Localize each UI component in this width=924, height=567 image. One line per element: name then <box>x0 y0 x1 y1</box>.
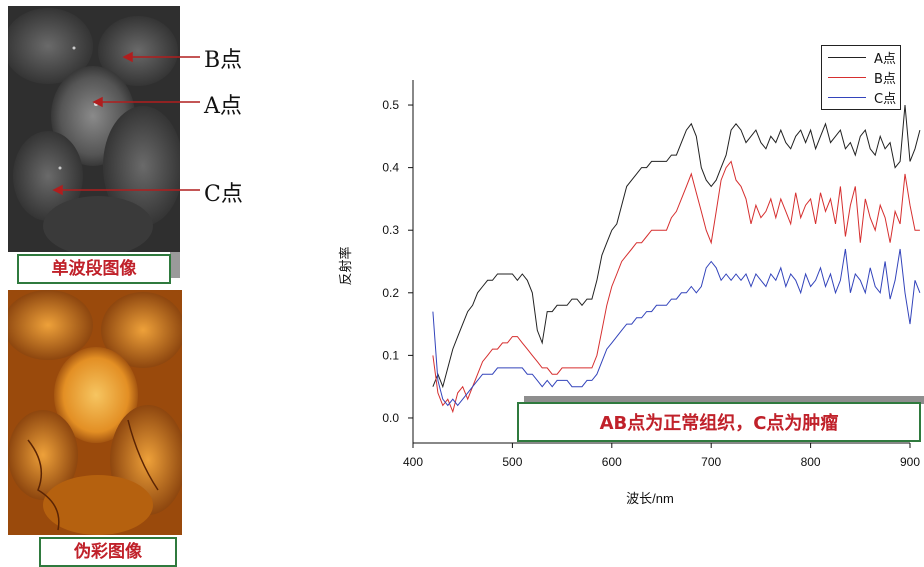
x-tick-label: 500 <box>502 455 522 469</box>
x-tick-label: 400 <box>403 455 423 469</box>
y-tick-label: 0.5 <box>382 98 399 112</box>
x-axis-label: 波长/nm <box>626 491 674 506</box>
annotation-box: AB点为正常组织，C点为肿瘤 <box>517 402 921 442</box>
false-color-image <box>8 290 182 535</box>
series-a-line <box>432 104 921 389</box>
legend-label-c: C点 <box>874 92 897 107</box>
false-color-image-art <box>8 290 182 535</box>
x-tick-label: 700 <box>701 455 721 469</box>
y-tick-label: 0.4 <box>382 161 399 175</box>
legend-swatch-b <box>828 77 866 78</box>
series-c-line <box>432 248 921 407</box>
single-band-image-art <box>8 6 180 252</box>
series-b-line <box>432 160 920 414</box>
annotation-shadow <box>524 396 924 404</box>
chart-series <box>432 104 921 414</box>
x-tick-label: 900 <box>900 455 920 469</box>
legend-item-c: C点 <box>826 88 900 107</box>
label-point-b: B点 <box>204 48 243 73</box>
label-point-c: C点 <box>204 182 243 207</box>
y-tick-label: 0.1 <box>382 348 399 362</box>
y-tick-label: 0.0 <box>382 411 399 425</box>
legend-swatch-a <box>828 57 866 58</box>
y-tick-label: 0.2 <box>382 286 399 300</box>
x-tick-label: 800 <box>801 455 821 469</box>
legend-swatch-c <box>828 97 866 98</box>
single-band-shadow <box>170 252 180 278</box>
chart-axes: 400 500 600 700 800 900 0.0 0.1 0.2 0.3 0.4 0.5 <box>382 80 920 469</box>
y-axis-label: 反射率 <box>338 246 353 285</box>
single-band-image <box>8 6 180 252</box>
y-tick-label: 0.3 <box>382 223 399 237</box>
x-tick-label: 600 <box>602 455 622 469</box>
legend-label-b: B点 <box>874 72 896 87</box>
label-point-a: A点 <box>204 94 242 119</box>
legend-item-b: B点 <box>826 68 900 87</box>
single-band-caption: 单波段图像 <box>17 254 171 284</box>
legend-label-a: A点 <box>874 52 896 67</box>
legend-item-a: A点 <box>826 48 900 67</box>
chart-legend: A点 B点 C点 <box>821 45 901 110</box>
false-color-caption: 伪彩图像 <box>39 537 177 567</box>
